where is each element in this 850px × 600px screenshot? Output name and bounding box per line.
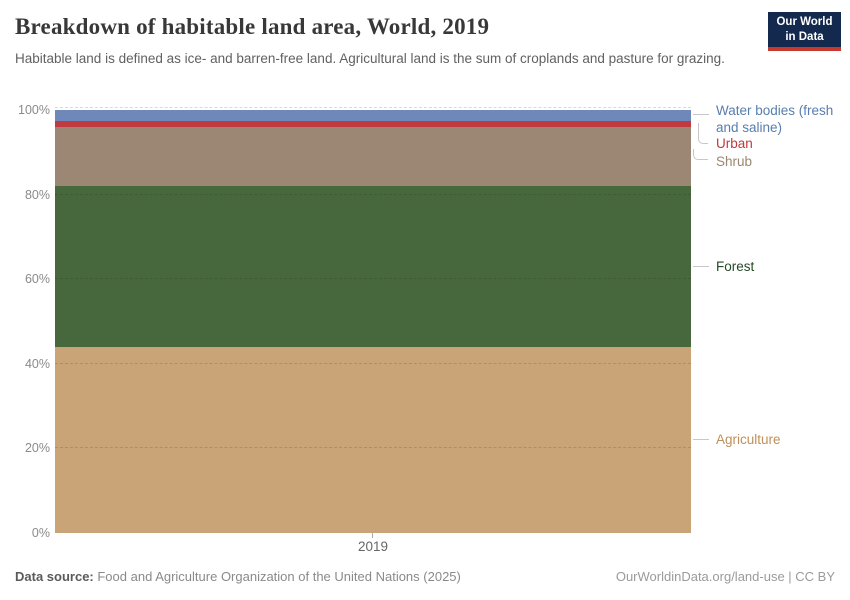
y-tick-label-80: 80% [24, 187, 50, 202]
band-agriculture[interactable] [55, 346, 691, 533]
x-tick-label: 2019 [357, 539, 389, 554]
owid-logo[interactable]: Our World in Data [768, 12, 841, 51]
legend-item-shrub[interactable]: Shrub [716, 154, 753, 169]
owid-url-link[interactable]: OurWorldinData.org/land-use | CC BY [615, 569, 835, 584]
band-shrub[interactable] [55, 127, 691, 187]
chart-subtitle: Habitable land is defined as ice- and ba… [15, 51, 725, 66]
owid-logo-line2: in Data [785, 30, 824, 43]
y-axis: 0% 20% 40% 60% 80% 100% [0, 103, 50, 540]
data-source: Data source: Food and Agriculture Organi… [15, 569, 461, 584]
data-source-text: Food and Agriculture Organization of the… [93, 569, 461, 584]
y-tick-label-60: 60% [24, 272, 50, 287]
page-title: Breakdown of habitable land area, World,… [15, 14, 490, 39]
x-tick-mark [372, 533, 373, 538]
legend-item-agriculture[interactable]: Agriculture [716, 432, 781, 447]
band-forest[interactable] [55, 186, 691, 347]
plot-area [55, 107, 691, 533]
chart-header: Breakdown of habitable land area, World,… [15, 14, 750, 69]
y-tick-label-0: 0% [31, 526, 50, 540]
legend-connector-forest [693, 266, 709, 267]
legend-connector-urban [698, 123, 708, 144]
legend-connector-shrub [693, 149, 708, 160]
y-tick-label-20: 20% [24, 441, 50, 456]
chart-footer: Data source: Food and Agriculture Organi… [15, 569, 835, 584]
legend-item-forest[interactable]: Forest [716, 259, 755, 274]
y-tick-label-100: 100% [18, 103, 50, 117]
gridline-100 [55, 107, 691, 108]
legend-item-urban[interactable]: Urban [716, 136, 753, 151]
stacked-bands [55, 110, 691, 533]
legend-connector-water [693, 114, 709, 115]
y-tick-label-40: 40% [24, 356, 50, 371]
legend-item-water-bodies[interactable]: Water bodies (fresh and saline) [716, 103, 834, 135]
owid-logo-line1: Our World [776, 16, 833, 29]
legend-connector-agriculture [693, 439, 709, 440]
data-source-label: Data source: [15, 569, 94, 584]
band-water-bodies-fresh-and-saline[interactable] [55, 110, 691, 121]
band-urban[interactable] [55, 120, 691, 128]
